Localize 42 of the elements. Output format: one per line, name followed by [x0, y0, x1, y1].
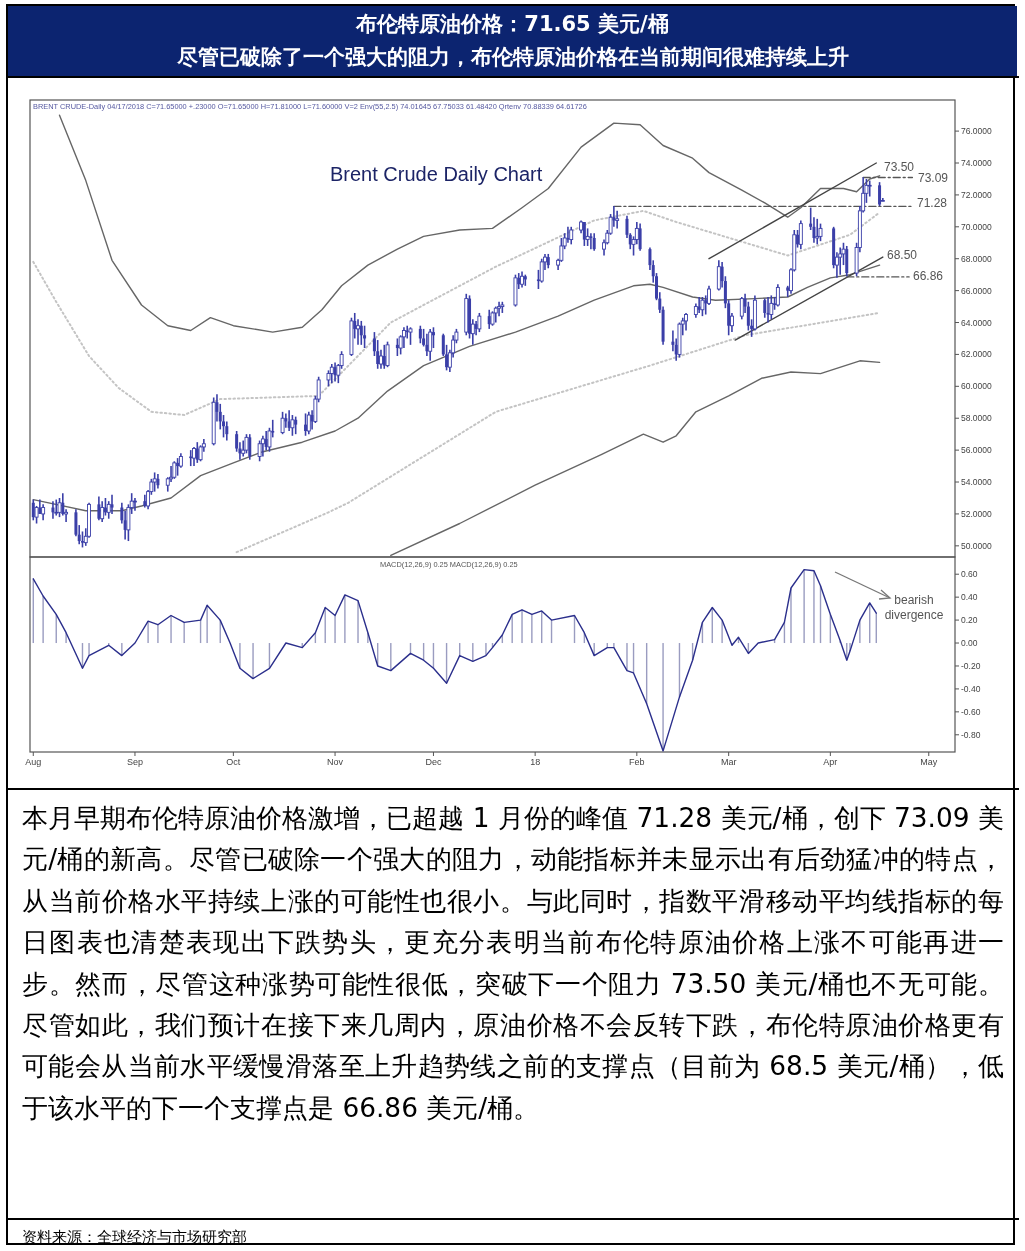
y-tick-label: 54.0000 — [961, 477, 992, 488]
annotation: 71.28 — [917, 196, 948, 210]
y-tick-label: -0.60 — [961, 706, 981, 717]
y-tick-label: 64.0000 — [961, 317, 992, 328]
x-tick-label: 18 — [530, 757, 541, 767]
y-tick-label: 0.20 — [961, 615, 978, 626]
y-tick-label: 70.0000 — [961, 221, 992, 232]
x-tick-label: Oct — [226, 757, 241, 767]
x-tick-label: Feb — [629, 757, 645, 767]
y-tick-label: 60.0000 — [961, 381, 992, 392]
x-tick-label: May — [920, 757, 938, 767]
x-tick-label: Dec — [425, 757, 442, 767]
y-tick-label: 0.40 — [961, 592, 978, 603]
y-tick-label: -0.80 — [961, 729, 981, 740]
y-tick-label: -0.40 — [961, 683, 981, 694]
y-tick-label: 58.0000 — [961, 413, 992, 424]
y-tick-label: 0.00 — [961, 638, 978, 649]
y-tick-label: 52.0000 — [961, 508, 992, 519]
annotation: 66.86 — [913, 269, 944, 283]
chart-subtitle: 尽管已破除了一个强大的阻力，布伦特原油价格在当前期间很难持续上升 — [175, 44, 850, 71]
annotation: bearish divergence — [884, 593, 944, 622]
x-tick-label: Sep — [126, 757, 143, 767]
annotation: Brent Crude Daily Chart — [330, 163, 543, 185]
y-tick-label: 50.0000 — [961, 540, 992, 551]
y-tick-label: 74.0000 — [961, 158, 992, 169]
annotation: 68.50 — [887, 248, 918, 262]
y-tick-label: 72.0000 — [961, 189, 992, 200]
y-tick-label: 68.0000 — [961, 253, 992, 264]
x-tick-label: Nov — [327, 757, 344, 767]
text: 本月早期布伦特原油价格激增，已超越 1 月份的峰值 71.28 美元/桶，创下 73.09 美元/桶的新高。尽管已破除一个强大的阻力，动能指标并未显示出有后劲猛冲的特点，从当前价格水平持续上涨的可能性也很小。与此同时，指数平滑移动平均线指标的每日图表也清楚表现出下跌势头，更充分表明当前布伦特原油价格上涨不可能再进一步。然而，尽管这种涨势可能性很低，突破下一个阻力 73.50 美元/桶也不无可能。尽管如此，我们预计在接下来几周内，原油价格不会反转下跌，布伦特原油价格更有可能会从当前水平缓慢滑落至上升趋势线之前的支撑点（目前为 68.5 美元/桶），低于该水平的下一个支撑点是 66.86 美元/桶。 — [22, 801, 1004, 1125]
y-tick-label: -0.20 — [961, 660, 981, 671]
y-tick-label: 56.0000 — [961, 445, 992, 456]
chart-title: 布伦特原油价格：71.65 美元/桶 — [355, 11, 670, 38]
y-tick-label: 66.0000 — [961, 285, 992, 296]
y-tick-label: 0.60 — [961, 569, 978, 580]
annotation: 73.50 — [884, 160, 915, 174]
x-tick-label: Aug — [25, 757, 42, 767]
x-tick-label: Apr — [823, 757, 838, 767]
x-tick-label: Mar — [720, 757, 737, 767]
y-tick-label: 76.0000 — [961, 126, 992, 137]
y-tick-label: 62.0000 — [961, 349, 992, 360]
annotation: 73.09 — [918, 171, 949, 185]
